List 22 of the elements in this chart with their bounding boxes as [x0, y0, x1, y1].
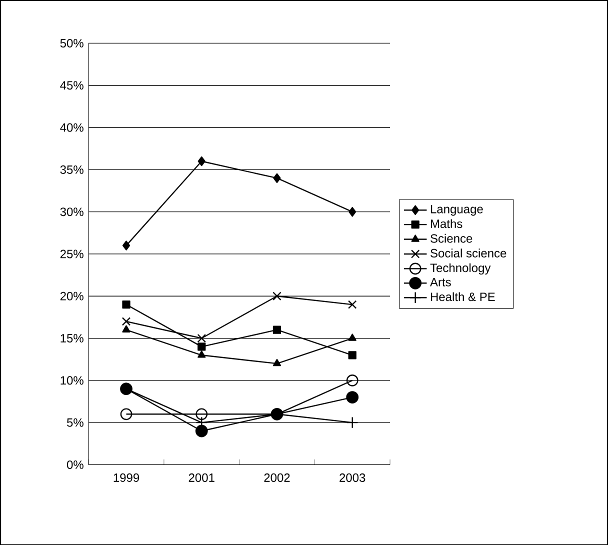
x-tick-label: 2001 — [188, 473, 214, 482]
legend-label: Language — [430, 204, 483, 216]
x-tick-label: 2002 — [264, 473, 290, 482]
y-tick-label: 45% — [60, 81, 84, 90]
y-tick-label: 0% — [66, 460, 84, 469]
y-tick-label: 50% — [60, 38, 84, 48]
y-tick-label: 35% — [60, 165, 84, 174]
y-tick-label: 15% — [60, 334, 84, 342]
legend-label: Health & PE — [430, 292, 495, 301]
legend-label: Science — [430, 234, 472, 243]
y-tick-label: 5% — [66, 418, 84, 427]
legend-label: Maths — [430, 219, 462, 228]
y-tick-label: 25% — [60, 250, 84, 258]
legend-label: Social science — [430, 248, 506, 258]
x-tick-label: 1999 — [114, 473, 140, 482]
y-tick-label: 40% — [60, 123, 84, 132]
y-tick-label: 30% — [60, 207, 84, 216]
legend-label: Technology — [430, 263, 491, 274]
y-tick-label: 10% — [60, 376, 84, 385]
legend-label: Arts — [430, 278, 451, 286]
x-tick-label: 2003 — [340, 473, 366, 482]
y-tick-label: 20% — [60, 292, 84, 300]
